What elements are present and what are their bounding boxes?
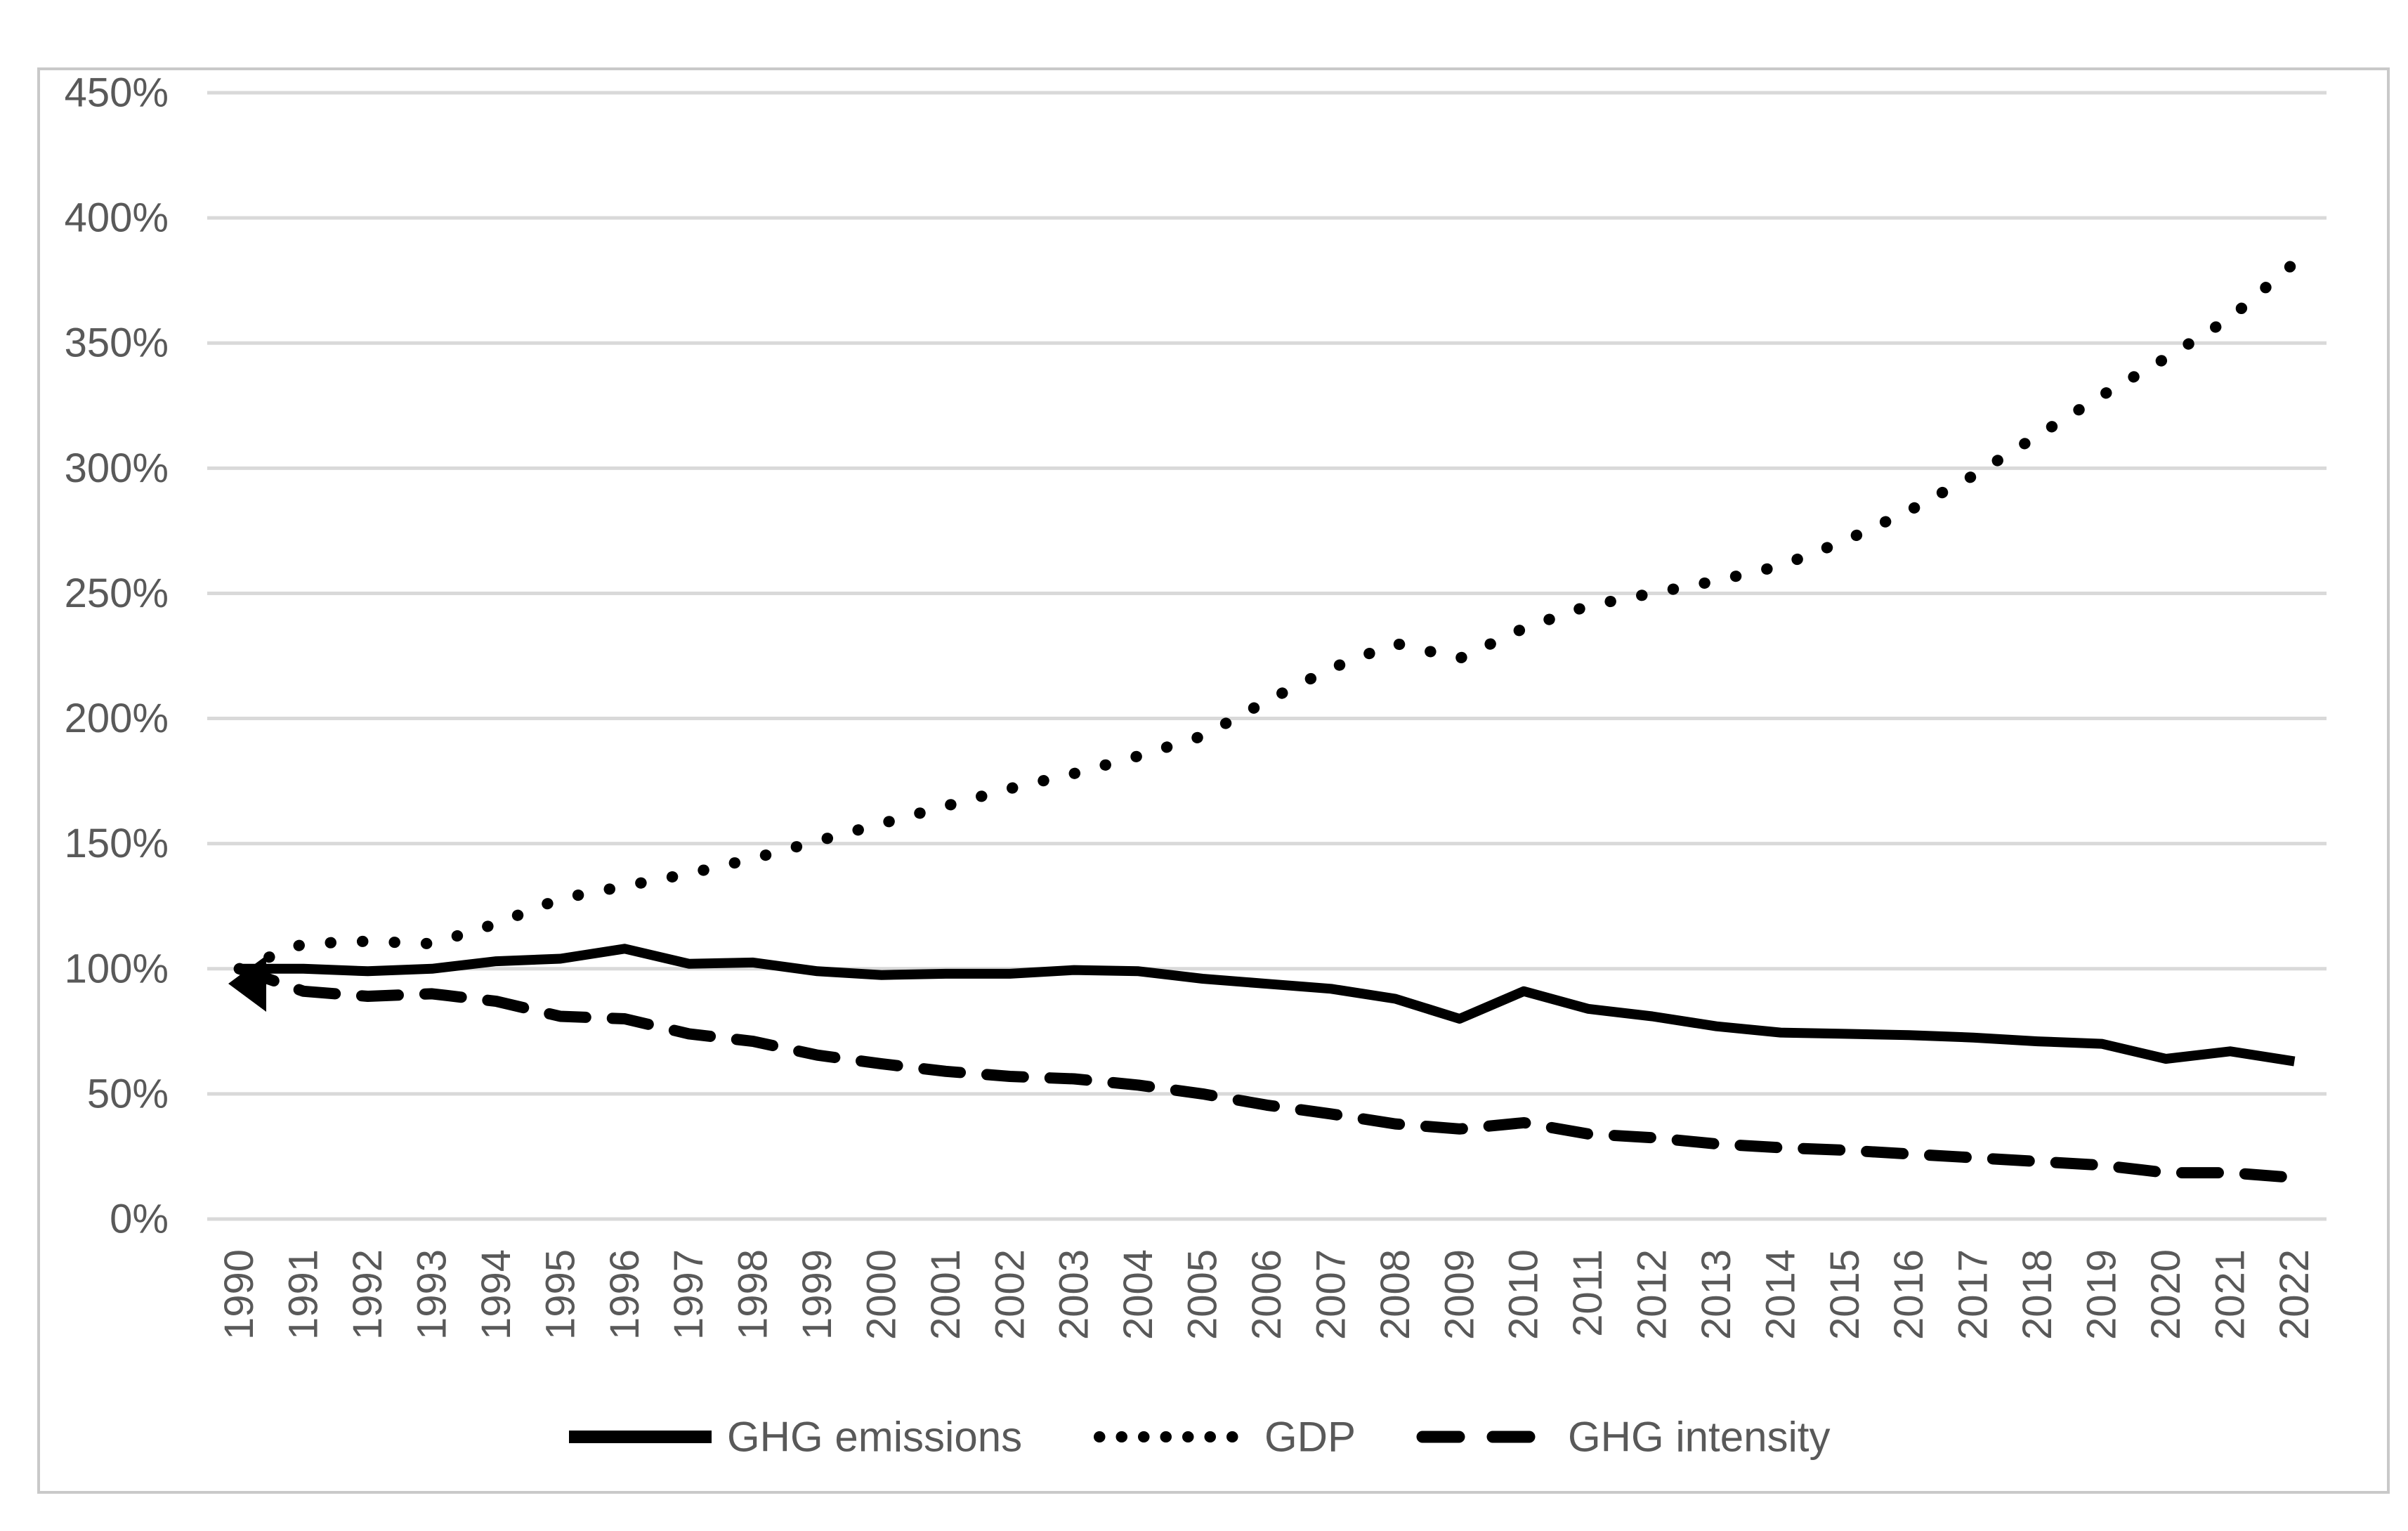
ghg-emissions-line xyxy=(239,944,2296,1067)
y-tick-label: 350% xyxy=(65,320,169,366)
chart-border-rect xyxy=(37,67,2390,1494)
x-tick-label-1998: 1998 xyxy=(731,1249,776,1340)
legend-item-ghg-intensity: GHG intensity xyxy=(1416,1414,1830,1461)
y-tick-label: 0% xyxy=(110,1197,169,1242)
x-tick-label-2009: 2009 xyxy=(1437,1249,1482,1340)
x-tick-label-2006: 2006 xyxy=(1244,1249,1290,1340)
x-tick-label-2002: 2002 xyxy=(987,1249,1033,1340)
data-series xyxy=(233,257,2301,1184)
legend-item-gdp: GDP xyxy=(1094,1414,1356,1461)
y-tick-label: 400% xyxy=(65,195,169,241)
x-tick-label-2014: 2014 xyxy=(1758,1249,1803,1340)
x-tick-label-2012: 2012 xyxy=(1630,1249,1675,1340)
y-tick-label: 50% xyxy=(87,1071,169,1116)
x-tick-label-1994: 1994 xyxy=(473,1249,519,1340)
x-tick-label-1991: 1991 xyxy=(281,1249,327,1340)
x-tick-label-2008: 2008 xyxy=(1373,1249,1418,1340)
x-tick-label-2004: 2004 xyxy=(1115,1249,1161,1340)
x-tick-label-1990: 1990 xyxy=(216,1249,262,1340)
y-tick-label: 150% xyxy=(65,821,169,866)
x-tick-label-2013: 2013 xyxy=(1694,1249,1739,1340)
legend-item-ghg-emissions: GHG emissions xyxy=(569,1414,1022,1461)
legend-label-gdp: GDP xyxy=(1264,1414,1356,1461)
x-tick-label-2005: 2005 xyxy=(1180,1249,1226,1340)
gdp-line xyxy=(233,257,2301,975)
x-tick-label-2010: 2010 xyxy=(1501,1249,1547,1340)
x-axis-tick-labels: 1990 1991 1992 1993 1994 1995 1996 1997 1998 1999… xyxy=(216,1249,2317,1340)
x-tick-label-1995: 1995 xyxy=(537,1249,583,1340)
y-tick-label: 100% xyxy=(65,946,169,991)
x-tick-label-2015: 2015 xyxy=(1822,1249,1868,1340)
x-tick-label-2016: 2016 xyxy=(1886,1249,1932,1340)
x-tick-label-2020: 2020 xyxy=(2143,1249,2189,1340)
ghg-intensity-line xyxy=(233,963,2301,1184)
y-tick-label: 450% xyxy=(65,70,169,116)
y-tick-label: 300% xyxy=(65,445,169,491)
x-tick-label-1992: 1992 xyxy=(345,1249,391,1340)
x-tick-label-2001: 2001 xyxy=(923,1249,969,1340)
x-tick-label-2022: 2022 xyxy=(2272,1249,2317,1340)
chart-border xyxy=(37,67,2390,1494)
x-tick-label-2017: 2017 xyxy=(1951,1249,1996,1340)
x-tick-label-1997: 1997 xyxy=(666,1249,712,1340)
gridlines xyxy=(207,91,2327,1221)
y-tick-label: 250% xyxy=(65,571,169,616)
x-tick-label-2000: 2000 xyxy=(859,1249,905,1340)
x-tick-label-2011: 2011 xyxy=(1565,1249,1611,1337)
x-tick-label-1996: 1996 xyxy=(602,1249,648,1340)
start-arrow-icon xyxy=(228,956,266,1012)
y-axis-tick-labels: 0% 50% 100% 150% 200% 250% 300% 350% 400% 450% xyxy=(65,70,169,1242)
x-tick-label-2007: 2007 xyxy=(1308,1249,1354,1340)
legend-label-ghg-intensity: GHG intensity xyxy=(1568,1414,1830,1461)
x-tick-label-2003: 2003 xyxy=(1052,1249,1097,1340)
x-tick-label-2021: 2021 xyxy=(2207,1249,2253,1340)
x-tick-label-2018: 2018 xyxy=(2015,1249,2060,1340)
legend-label-ghg-emissions: GHG emissions xyxy=(727,1414,1022,1461)
y-tick-label: 200% xyxy=(65,696,169,741)
x-tick-label-1999: 1999 xyxy=(794,1249,840,1340)
x-tick-label-1993: 1993 xyxy=(410,1249,455,1340)
x-tick-label-2019: 2019 xyxy=(2079,1249,2125,1340)
legend: GHG emissions GDP GHG intensity xyxy=(569,1414,1830,1461)
annotations xyxy=(228,956,266,1012)
